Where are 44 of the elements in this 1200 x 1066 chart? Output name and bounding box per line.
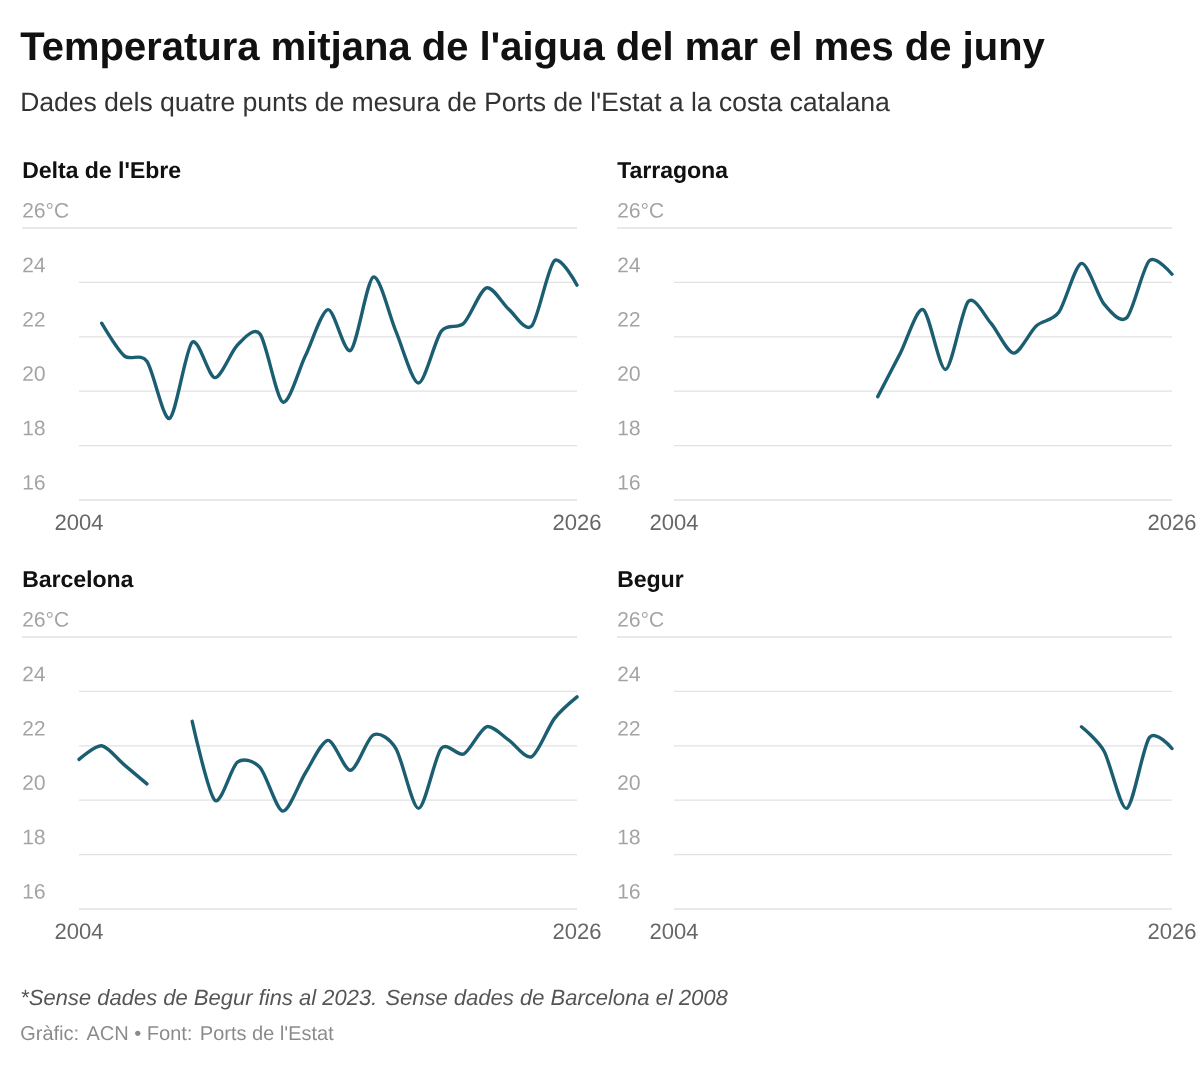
y-tick-label: 22 — [618, 720, 640, 736]
y-tick-label: 20 — [23, 366, 45, 381]
y-tick-label: 20 — [618, 366, 640, 381]
y-axis-title: °C — [641, 202, 664, 218]
y-tick-label: 26 — [618, 611, 640, 627]
y-tick-label: 24 — [618, 666, 640, 682]
y-tick-label: 20 — [23, 775, 45, 790]
text: Gràfic: ACN • Font: Ports de l'Estat — [21, 1025, 334, 1041]
y-tick-label: 16 — [618, 474, 640, 490]
y-tick-label: 24 — [23, 666, 45, 682]
x-tick-label: 2004 — [55, 923, 103, 940]
chart-title: Delta de l'Ebre — [23, 161, 181, 179]
y-tick-label: 22 — [23, 720, 45, 736]
y-tick-label: 22 — [618, 311, 640, 327]
y-tick-label: 16 — [618, 883, 640, 899]
text: *Sense dades de Begur fins al 2023. Sense dades de Barcelona el 2008 — [21, 989, 728, 1010]
y-tick-label: 22 — [23, 311, 45, 327]
chart-title: Barcelona — [23, 570, 134, 588]
y-tick-label: 24 — [23, 257, 45, 273]
x-tick-label: 2026 — [1148, 514, 1196, 531]
x-tick-label: 2026 — [1148, 923, 1196, 940]
y-tick-label: 18 — [23, 420, 45, 436]
y-tick-label: 26 — [23, 202, 45, 218]
y-axis-title: °C — [46, 202, 69, 218]
text: Temperatura mitjana de l'aigua del mar el mes de juny — [20, 31, 1045, 69]
y-axis-title: °C — [46, 611, 69, 627]
x-tick-label: 2026 — [553, 514, 601, 531]
x-tick-label: 2004 — [650, 923, 698, 940]
y-tick-label: 24 — [618, 257, 640, 273]
y-tick-label: 26 — [618, 202, 640, 218]
y-tick-label: 18 — [618, 829, 640, 845]
x-tick-label: 2004 — [650, 514, 698, 531]
chart-title: Tarragona — [617, 162, 729, 183]
y-tick-label: 18 — [23, 829, 45, 845]
text: Dades dels quatre punts de mesura de Ports de l'Estat a la costa catalana — [22, 91, 890, 117]
x-tick-label: 2026 — [553, 923, 601, 940]
y-tick-label: 16 — [23, 883, 45, 899]
chart-title: Begur — [618, 571, 684, 592]
y-tick-label: 16 — [23, 474, 45, 490]
x-tick-label: 2004 — [55, 514, 103, 531]
y-axis-title: °C — [641, 611, 664, 627]
y-tick-label: 20 — [618, 775, 640, 790]
y-tick-label: 26 — [23, 611, 45, 627]
y-tick-label: 18 — [618, 420, 640, 436]
